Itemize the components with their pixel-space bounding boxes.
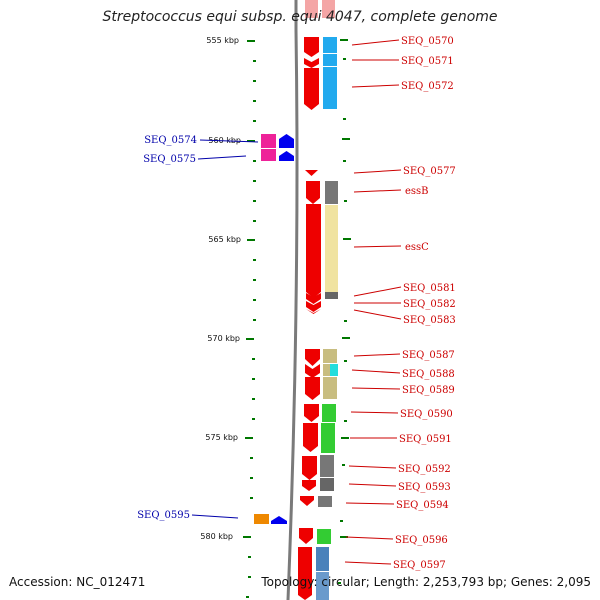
tick-label-555: 555 kbp	[206, 36, 239, 45]
tick-label-565: 565 kbp	[208, 235, 241, 244]
label-seq-0574: SEQ_0574	[144, 135, 197, 146]
gene-seq-0595-box	[254, 514, 269, 524]
tick-575	[245, 437, 253, 439]
right-label-connectors	[344, 39, 402, 565]
gene-seq-0594	[300, 496, 314, 506]
gene-seq-0570	[304, 37, 319, 57]
label-seq-0592: SEQ_0592	[398, 464, 451, 475]
gene-seq-0575	[279, 151, 294, 161]
genome-backbone	[286, 0, 299, 600]
gene-seq-0572	[304, 68, 319, 110]
gene-seq-0589	[305, 377, 320, 400]
gene-seq-0574	[279, 134, 294, 148]
gene-seq-0575-box	[261, 149, 276, 161]
gene-seq-0574-box	[261, 134, 276, 148]
gene-seq-0597	[298, 547, 312, 600]
label-seq-0582: SEQ_0582	[403, 299, 456, 310]
gene-seq-0592	[302, 456, 317, 480]
gene-seq-0596	[299, 528, 313, 544]
label-seq-0571: SEQ_0571	[401, 56, 454, 67]
gene-seq-0593	[302, 480, 316, 491]
tick-565	[247, 239, 255, 241]
label-seq-0596: SEQ_0596	[395, 535, 448, 546]
label-seq-0593: SEQ_0593	[398, 482, 451, 493]
genome-title: Streptococcus equi subsp. equi 4047, com…	[102, 9, 498, 25]
tick-570	[246, 338, 254, 340]
label-seq-0570: SEQ_0570	[401, 36, 454, 47]
label-seq-0575: SEQ_0575	[143, 154, 196, 165]
label-seq-0577: SEQ_0577	[403, 166, 456, 177]
tick-label-580: 580 kbp	[200, 532, 233, 541]
forward-strand-genes	[298, 37, 321, 600]
tick-580	[243, 536, 251, 538]
ruler-minor-ticks	[246, 58, 347, 598]
gene-seq-0595	[271, 516, 287, 524]
gene-seq-0582	[306, 301, 321, 312]
gene-seq-0591	[303, 423, 318, 452]
tick-560	[247, 140, 255, 142]
label-essB: essB	[405, 186, 429, 197]
gene-essC	[306, 204, 321, 298]
classification-boxes	[316, 37, 338, 600]
gene-seq-0583	[306, 309, 321, 314]
label-seq-0590: SEQ_0590	[400, 409, 453, 420]
left-gene-labels: SEQ_0574 SEQ_0575 SEQ_0595	[137, 135, 197, 521]
left-label-connectors	[191, 139, 259, 519]
label-seq-0595: SEQ_0595	[137, 510, 190, 521]
gene-seq-0587	[305, 349, 320, 366]
label-seq-0589: SEQ_0589	[402, 385, 455, 396]
label-seq-0572: SEQ_0572	[401, 81, 454, 92]
gene-seq-0590	[304, 404, 319, 422]
tick-label-575: 575 kbp	[205, 433, 238, 442]
gene-essB	[306, 181, 320, 204]
label-essC: essC	[405, 242, 429, 253]
gene-seq-0571	[304, 58, 319, 68]
label-seq-0581: SEQ_0581	[403, 283, 456, 294]
label-seq-0588: SEQ_0588	[402, 369, 455, 380]
gene-seq-0581	[306, 293, 321, 304]
label-seq-0597: SEQ_0597	[393, 560, 446, 571]
accession-text: Accession: NC_012471	[9, 575, 146, 589]
topology-text: Topology: circular; Length: 2,253,793 bp…	[261, 575, 591, 589]
label-seq-0587: SEQ_0587	[402, 350, 455, 361]
tick-label-570: 570 kbp	[207, 334, 240, 343]
label-seq-0583: SEQ_0583	[403, 315, 456, 326]
label-seq-0594: SEQ_0594	[396, 500, 449, 511]
gene-seq-0577	[305, 170, 318, 176]
right-gene-labels: SEQ_0570 SEQ_0571 SEQ_0572 SEQ_0577 essB…	[393, 36, 456, 571]
label-seq-0591: SEQ_0591	[399, 434, 452, 445]
gene-seq-0588	[305, 364, 320, 378]
tick-555	[247, 40, 255, 42]
reverse-strand-genes	[254, 134, 294, 524]
